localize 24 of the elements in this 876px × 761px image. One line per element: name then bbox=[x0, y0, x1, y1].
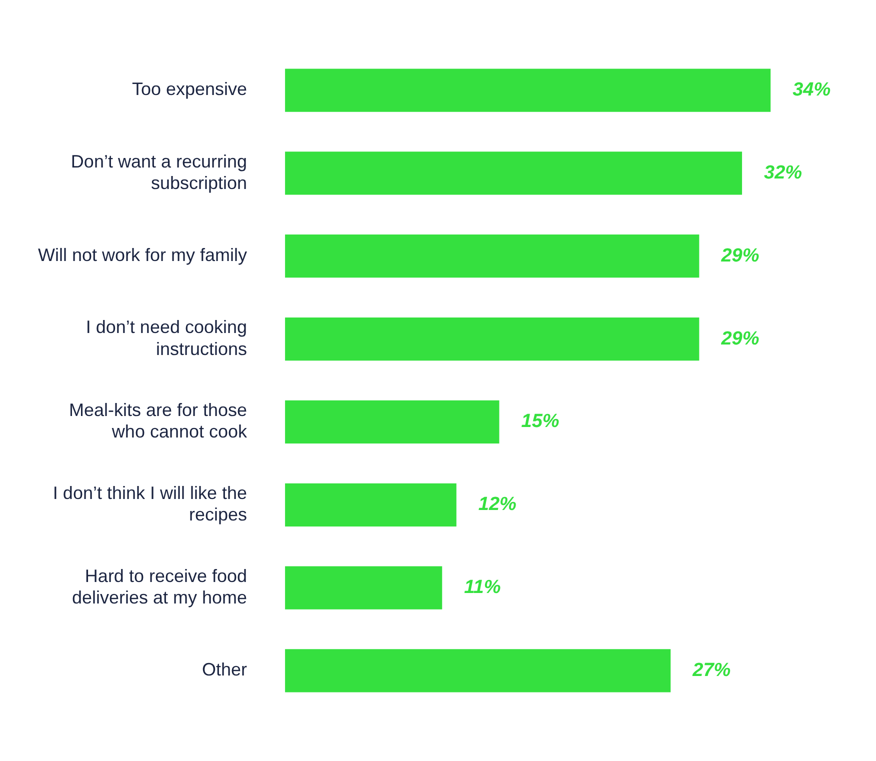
data-label: 27% bbox=[692, 660, 731, 681]
data-label: 29% bbox=[720, 245, 760, 266]
data-label: 29% bbox=[720, 328, 760, 350]
bar bbox=[285, 400, 500, 444]
bar bbox=[285, 483, 456, 526]
y-tick-label: Meal-kits are for those who cannot cook bbox=[68, 400, 248, 442]
y-tick-label: Other bbox=[202, 660, 248, 680]
bar bbox=[285, 317, 700, 361]
y-tick-label: Will not work for my family bbox=[38, 245, 248, 266]
bar bbox=[285, 234, 700, 278]
data-label: 11% bbox=[464, 577, 501, 598]
bar bbox=[285, 649, 671, 692]
y-tick-label: Hard to receive food deliveries at my home bbox=[72, 566, 248, 608]
bar bbox=[285, 68, 771, 112]
y-tick-label: Too expensive bbox=[132, 79, 248, 100]
bar bbox=[285, 566, 442, 610]
data-label: 34% bbox=[792, 79, 831, 100]
y-tick-label: Don’t want a recurring subscription bbox=[70, 151, 248, 193]
data-label: 15% bbox=[521, 411, 560, 432]
bar bbox=[285, 152, 742, 195]
data-label: 32% bbox=[764, 162, 802, 184]
data-label: 12% bbox=[478, 494, 517, 516]
y-tick-label: I don’t think I will like the recipes bbox=[52, 483, 248, 525]
y-tick-label: I don’t need cooking instructions bbox=[86, 317, 248, 359]
